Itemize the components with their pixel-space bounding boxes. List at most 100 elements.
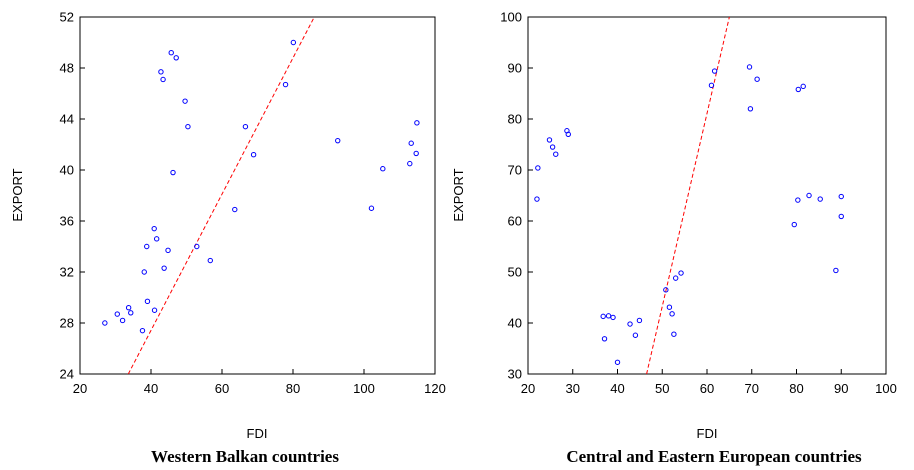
data-layer [102, 17, 420, 374]
scatter-point [408, 140, 414, 146]
scatter-point [636, 317, 643, 324]
scatter-point [817, 196, 823, 202]
scatter-point [672, 275, 679, 281]
y-tick-label: 40 [60, 163, 74, 178]
x-tick-label: 30 [566, 381, 580, 396]
x-tick-label: 80 [286, 381, 300, 396]
scatter-point [413, 150, 419, 157]
scatter-point [141, 269, 147, 275]
fitted-regression-line [646, 17, 730, 374]
y-tick-label: 24 [60, 367, 74, 382]
y-tick-label: 40 [508, 316, 522, 331]
scatter-point [754, 76, 760, 82]
y-tick-label: 70 [508, 163, 522, 178]
scatter-point [632, 332, 639, 338]
y-tick-label: 30 [508, 367, 522, 382]
x-tick-label: 70 [745, 381, 759, 396]
x-tick-label: 40 [144, 381, 158, 396]
scatter-point [534, 196, 540, 202]
x-axis-label: FDI [697, 426, 718, 441]
scatter-point [833, 267, 839, 274]
plot-area-frame [79, 16, 436, 375]
data-layer [534, 17, 844, 374]
scatter-point [614, 359, 621, 365]
scatter-point [168, 50, 174, 56]
y-tick-label: 44 [60, 112, 74, 127]
scatter-point [139, 327, 146, 334]
scatter-point [666, 304, 673, 310]
scatter-point [151, 307, 158, 313]
scatter-point [708, 82, 715, 89]
x-tick-label: 120 [424, 381, 446, 396]
scatter-point [128, 310, 134, 316]
scatter-point [747, 106, 754, 112]
x-tick-label: 20 [521, 381, 535, 396]
scatter-point [627, 321, 633, 327]
scatter-point [838, 193, 844, 200]
y-tick-label: 50 [508, 265, 522, 280]
scatter-point [711, 68, 718, 74]
x-tick-label: 60 [700, 381, 714, 396]
scatter-point [160, 76, 166, 83]
y-tick-label: 32 [60, 265, 74, 280]
scatter-point [601, 336, 608, 342]
y-tick-label: 90 [508, 61, 522, 76]
x-axis-ticks: 20 40 60 80 100 120 [73, 369, 446, 396]
scatter-point [553, 151, 559, 157]
y-axis-ticks: 30 40 50 60 70 80 90 100 [500, 10, 533, 382]
y-axis-label: EXPORT [10, 168, 25, 221]
x-tick-label: 50 [655, 381, 669, 396]
scatter-point [549, 144, 556, 150]
scatter-point [663, 287, 669, 293]
x-tick-label: 90 [834, 381, 848, 396]
scatter-point [153, 236, 160, 242]
scatter-point [282, 81, 289, 88]
x-tick-label: 80 [789, 381, 803, 396]
x-tick-label: 20 [73, 381, 87, 396]
scatter-point [746, 64, 753, 70]
y-tick-label: 60 [508, 214, 522, 229]
y-tick-label: 36 [60, 214, 74, 229]
scatter-point [232, 206, 238, 213]
scatter-point [380, 166, 386, 172]
scatter-point [182, 98, 188, 104]
scatter-point [678, 270, 684, 276]
scatter-point [151, 225, 157, 232]
scatter-point [144, 243, 150, 250]
scatter-point [565, 131, 571, 138]
scatter-point [535, 165, 541, 171]
scatter-point [165, 247, 171, 254]
scatter-point [161, 265, 167, 271]
y-tick-label: 48 [60, 61, 74, 76]
scatter-point [671, 331, 677, 337]
chart-caption: Western Balkan countries [151, 447, 339, 466]
scatter-point [119, 317, 126, 324]
scatter-point [242, 123, 249, 130]
scatter-point [290, 39, 297, 46]
y-tick-label: 100 [500, 10, 522, 25]
scatter-point [185, 123, 191, 130]
y-tick-label: 52 [60, 10, 74, 25]
scatter-point [407, 160, 413, 167]
scatter-point [173, 55, 179, 61]
x-tick-label: 100 [875, 381, 897, 396]
x-tick-label: 100 [353, 381, 375, 396]
scatter-point [158, 69, 164, 75]
scatter-point [194, 243, 200, 250]
scatter-point [806, 192, 812, 199]
plot-area-frame [527, 16, 887, 375]
scatter-point [125, 305, 132, 311]
scatter-point [144, 298, 151, 305]
scatter-point [610, 314, 616, 321]
scatter-point [795, 197, 801, 203]
scatter-panel-western-balkan: 20 40 60 80 100 120 24 28 32 36 40 44 48 52 FDI EXPO… [10, 10, 446, 467]
chart-caption: Central and Eastern European countries [566, 447, 862, 466]
scatter-point [114, 311, 120, 317]
scatter-point [102, 320, 108, 326]
scatter-point [368, 205, 375, 211]
scatter-point [250, 152, 257, 158]
scatter-point [170, 169, 176, 176]
scatter-point [605, 313, 612, 319]
